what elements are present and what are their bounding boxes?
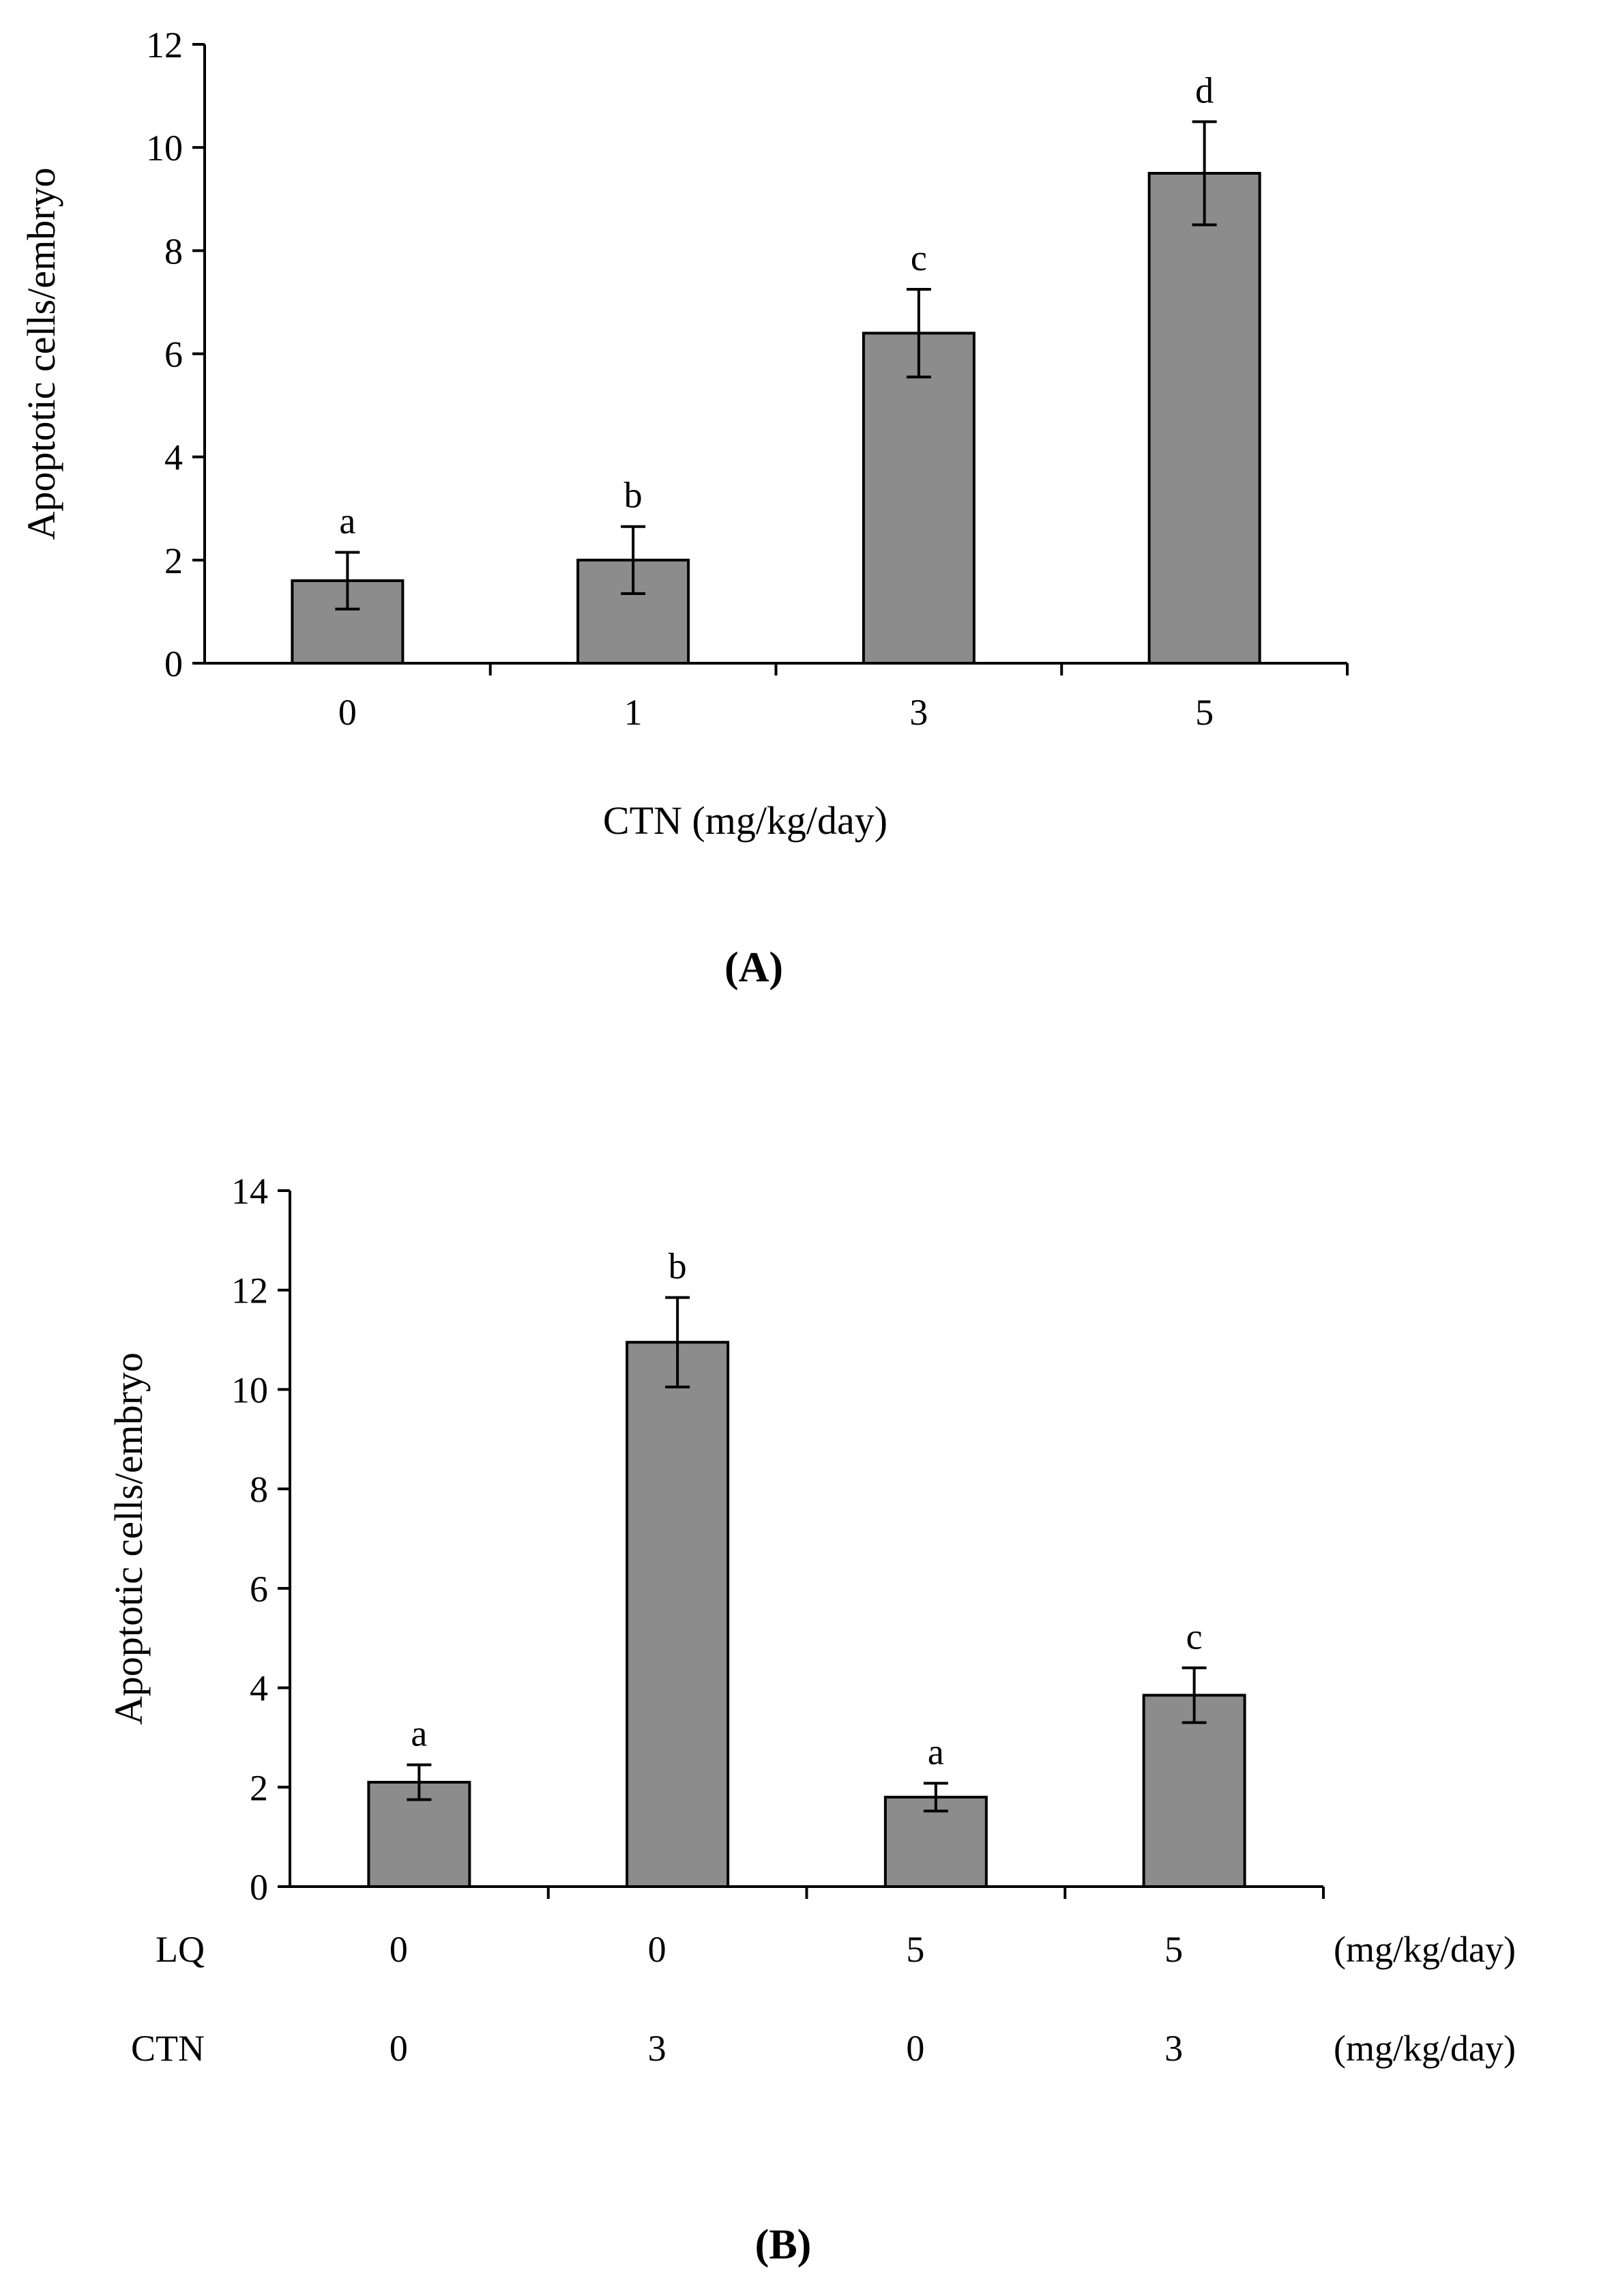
y-tick-label: 6 [164, 334, 183, 375]
y-tick-label: 6 [250, 1569, 268, 1610]
factor-row-label: CTN [131, 2028, 205, 2069]
y-tick-label: 8 [164, 231, 183, 272]
factor-value: 3 [1164, 2028, 1183, 2069]
factor-value: 0 [390, 2028, 408, 2069]
bar [862, 332, 975, 665]
significance-label: a [928, 1731, 944, 1772]
x-axis-title: CTN (mg/kg/day) [603, 798, 887, 843]
y-tick-label: 10 [231, 1369, 268, 1410]
panel-label: (B) [755, 2222, 812, 2268]
y-tick-label: 4 [250, 1668, 268, 1709]
chart-panel-b: 0 2 4 6 8 10 12 14 a b a c LQ 0 0 5 5 (mg/kg/day) CTN 0 3 0 3 (… [106, 1171, 1516, 2268]
y-tick-label: 2 [164, 540, 183, 581]
factor-row-label: LQ [156, 1929, 205, 1970]
x-tick-label: 3 [909, 692, 928, 733]
y-axis-title: Apoptotic cells/embryo [106, 1352, 151, 1725]
significance-label: a [339, 500, 355, 541]
y-tick-label: 8 [250, 1469, 268, 1510]
factor-value: 3 [648, 2028, 666, 2069]
bar [626, 1341, 730, 1888]
bar [1142, 1694, 1246, 1888]
panel-label: (A) [724, 944, 783, 991]
significance-label: a [411, 1713, 427, 1754]
y-tick-label: 10 [146, 128, 183, 169]
x-tick-label: 1 [624, 692, 643, 733]
y-tick-label: 12 [231, 1270, 268, 1311]
y-tick-label: 2 [250, 1767, 268, 1808]
y-axis-title: Apoptotic cells/embryo [19, 167, 63, 540]
factor-value: 0 [390, 1929, 408, 1970]
y-tick-label: 12 [146, 25, 183, 66]
factor-value: 5 [1164, 1929, 1183, 1970]
y-tick-label: 0 [164, 643, 183, 684]
significance-label: b [669, 1246, 687, 1287]
significance-label: c [1186, 1616, 1203, 1657]
factor-value: 0 [906, 2028, 924, 2069]
factor-value: 0 [648, 1929, 666, 1970]
chart-panel-a: 0 2 4 6 8 10 12 a 0 b 1 c 3 d 5 Apoptotic cells/embryo C… [19, 25, 1349, 991]
y-tick-label: 14 [231, 1171, 268, 1212]
significance-label: c [911, 237, 927, 278]
factor-value: 5 [906, 1929, 924, 1970]
factor-unit: (mg/kg/day) [1334, 1929, 1516, 1970]
factor-unit: (mg/kg/day) [1334, 2028, 1516, 2069]
x-tick-label: 5 [1195, 692, 1214, 733]
significance-label: b [624, 475, 643, 516]
y-tick-label: 0 [250, 1867, 268, 1908]
significance-label: d [1195, 70, 1214, 111]
bar [1147, 171, 1261, 665]
x-tick-label: 0 [338, 692, 357, 733]
y-tick-label: 4 [164, 437, 183, 478]
bar [291, 579, 405, 665]
